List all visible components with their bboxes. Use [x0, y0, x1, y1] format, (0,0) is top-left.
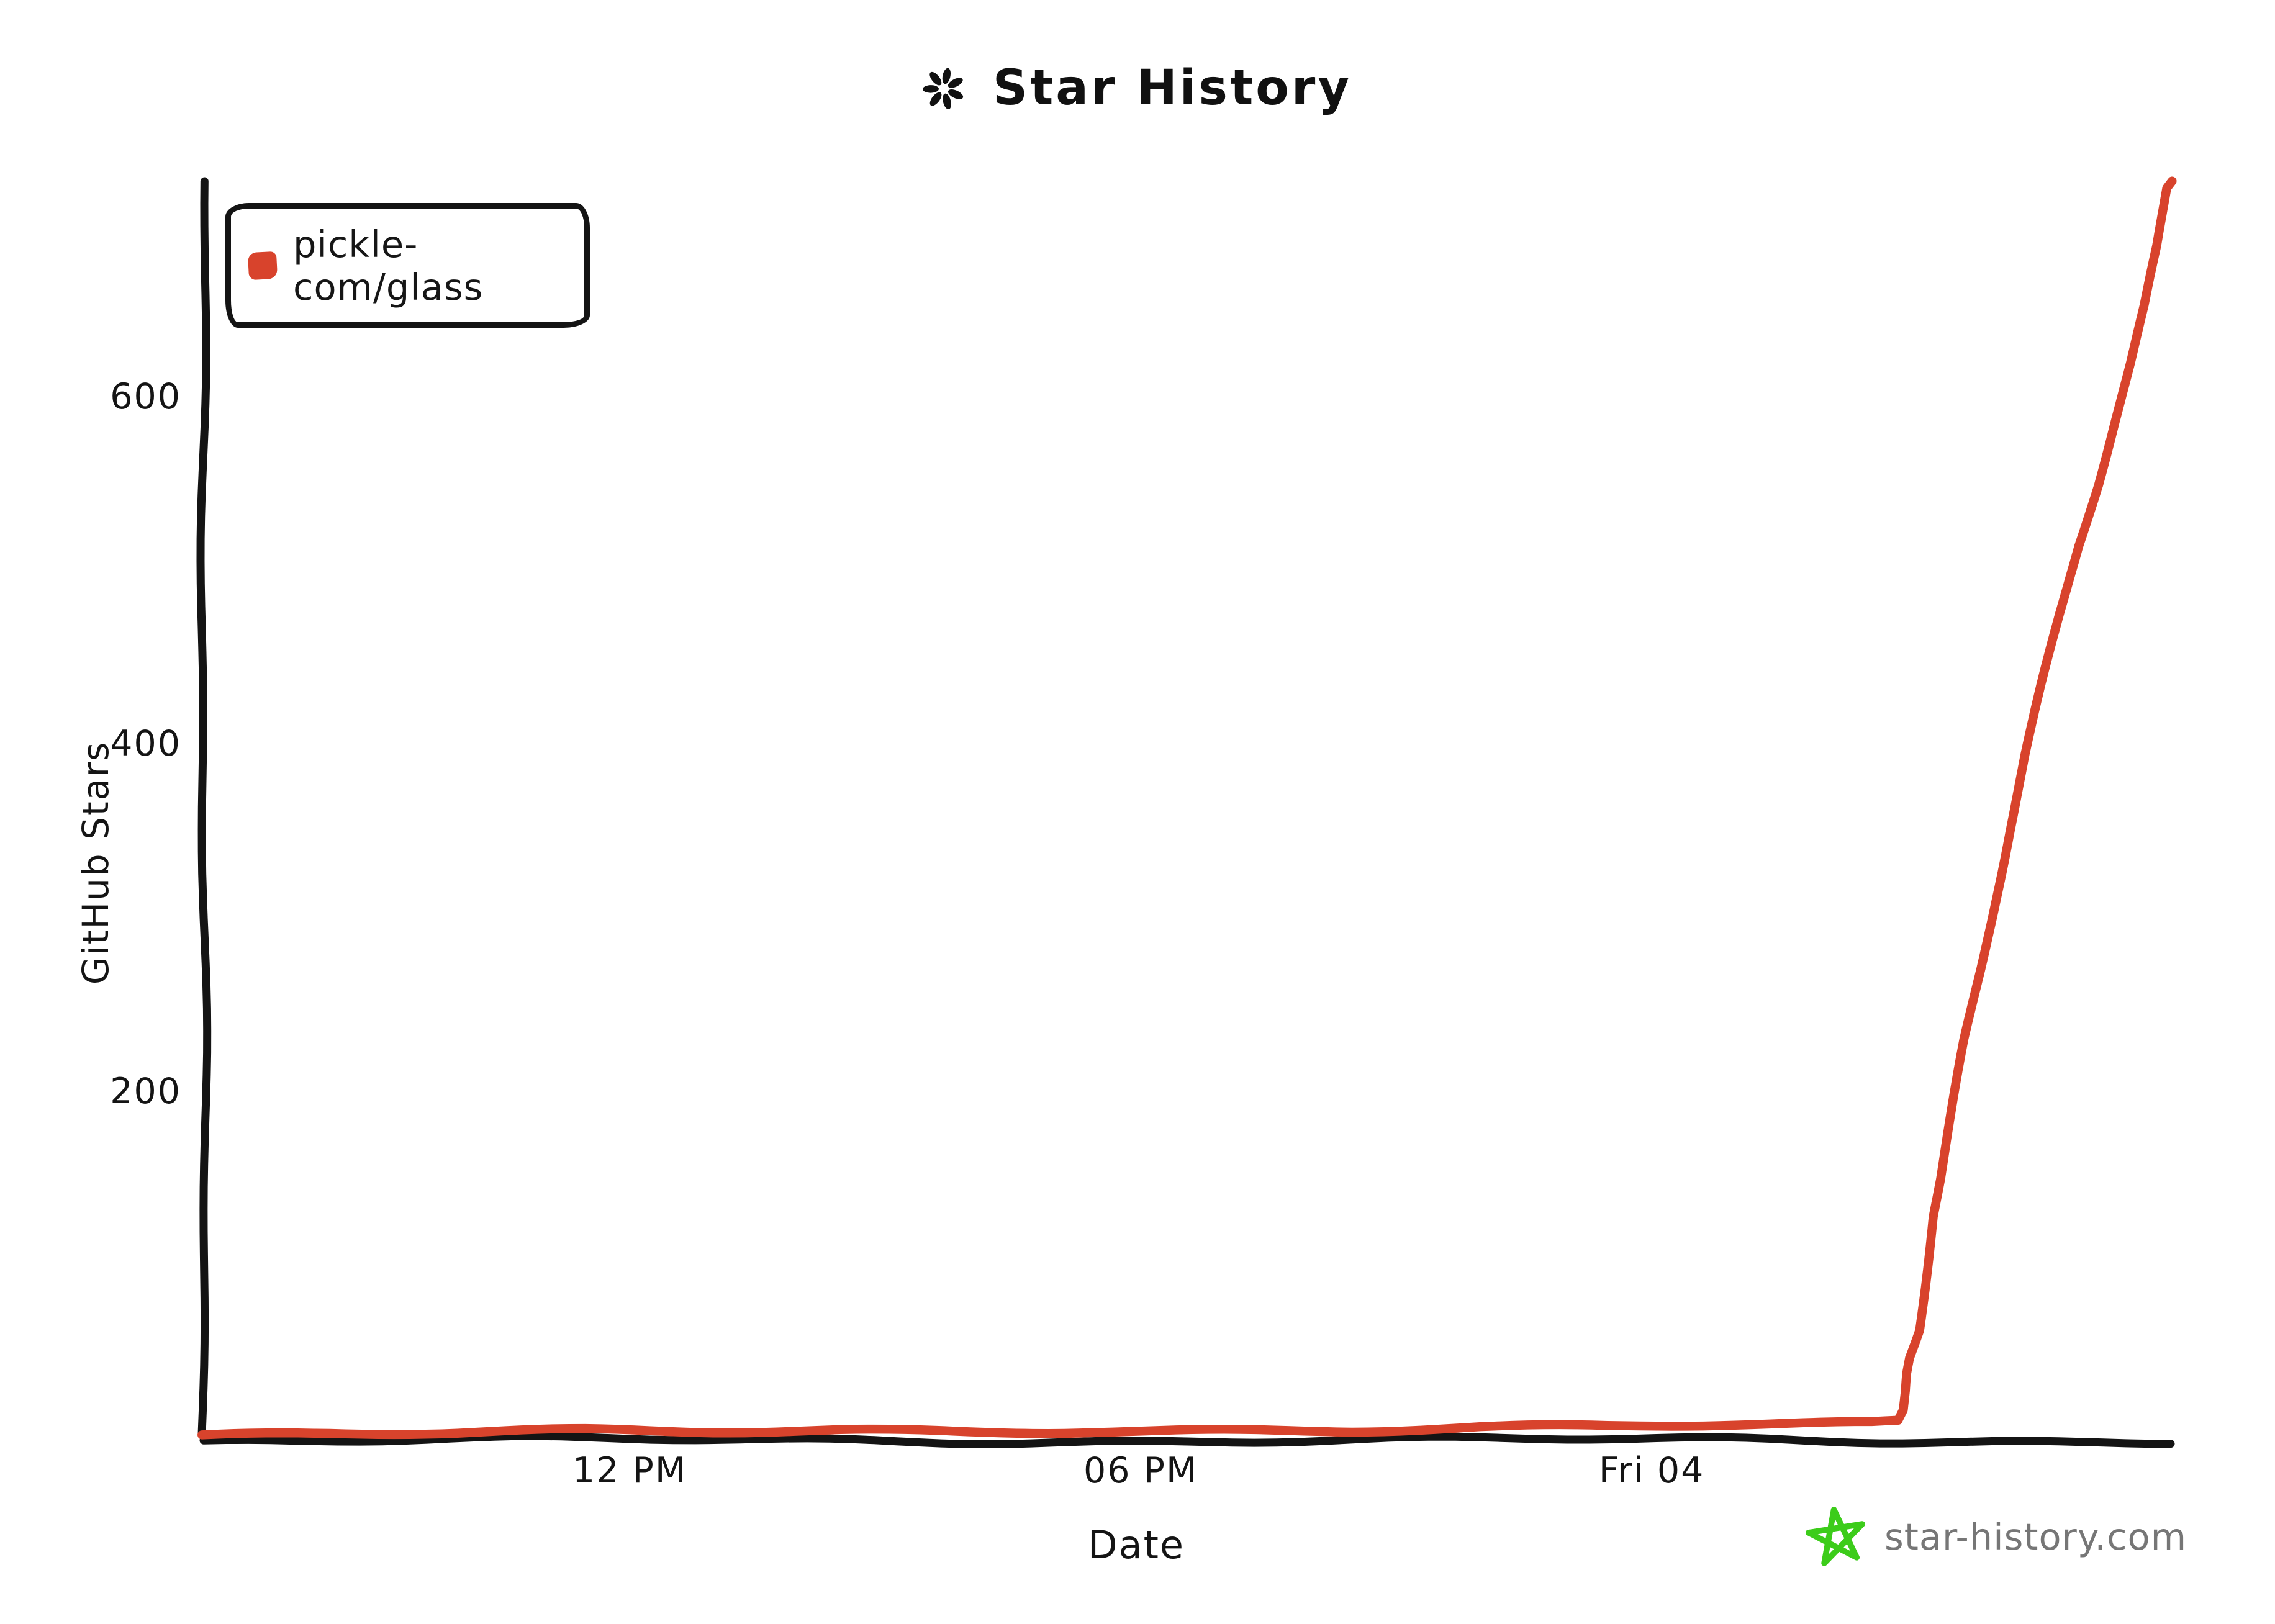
page-title: Star History [992, 60, 1352, 116]
x-tick-label: 12 PM [572, 1450, 687, 1491]
watermark-text: star-history.com [1884, 1515, 2187, 1558]
x-tick-label: Fri 04 [1598, 1450, 1705, 1491]
x-axis-title: Date [1087, 1522, 1185, 1568]
sparkle-asterisk-icon [923, 68, 963, 109]
legend-label: pickle-com/glass [293, 222, 484, 309]
legend-swatch [247, 251, 278, 280]
y-tick-label: 400 [110, 723, 181, 765]
watermark: star-history.com [1804, 1499, 2187, 1574]
series-line-pickle-com-glass [197, 176, 2177, 1440]
x-axis [199, 1432, 2175, 1448]
y-tick-label: 200 [110, 1070, 181, 1112]
chart-title: Star History [0, 51, 2275, 125]
y-tick-label: 600 [110, 376, 181, 417]
x-tick-label: 06 PM [1083, 1450, 1198, 1491]
y-axis-title: GitHub Stars [75, 741, 117, 985]
y-axis [196, 177, 212, 1437]
legend: pickle-com/glass [225, 203, 590, 328]
green-star-icon [1806, 1506, 1866, 1566]
